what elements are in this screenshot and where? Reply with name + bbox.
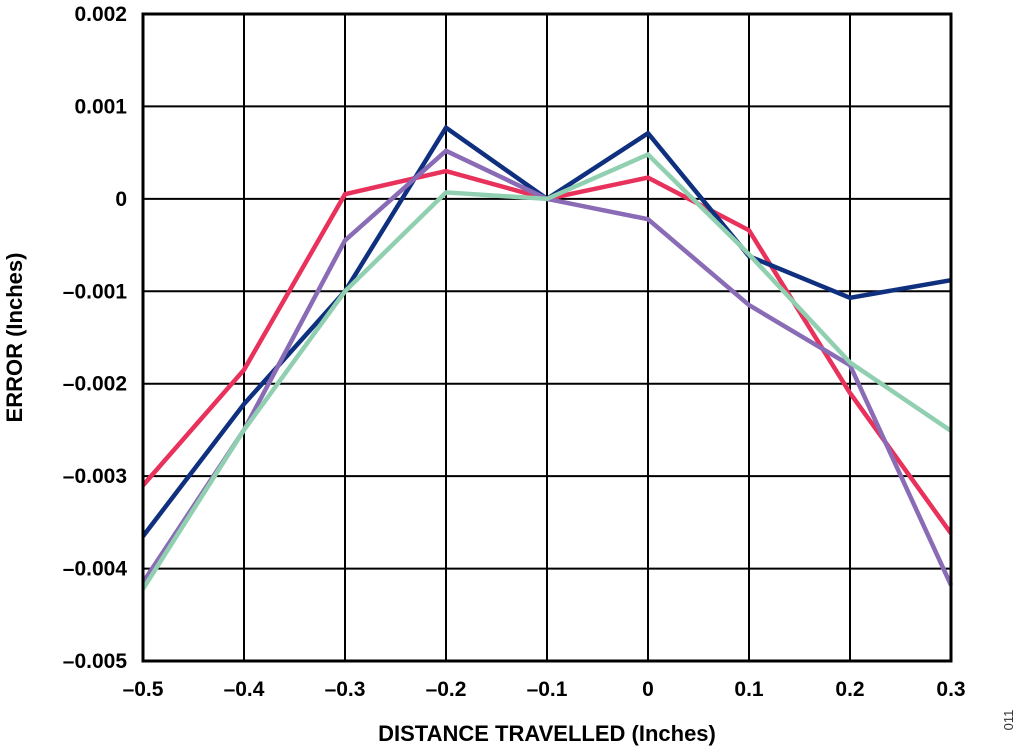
series-lines bbox=[141, 124, 954, 591]
y-tick-label: 0.002 bbox=[74, 3, 127, 26]
y-tick-label: –0.004 bbox=[63, 558, 128, 581]
y-tick-label: –0.002 bbox=[63, 373, 127, 396]
y-axis-tick-labels: 0.002 0.001 0 –0.001 –0.002 –0.003 –0.004 –0.00… bbox=[63, 3, 128, 673]
x-axis-tick-labels: –0.5 –0.4 –0.3 –0.2 –0.1 0 0.1 0.2 0.3 bbox=[123, 678, 966, 701]
x-tick-label: 0.3 bbox=[936, 678, 965, 701]
y-tick-label: –0.001 bbox=[63, 280, 128, 303]
x-tick-label: –0.4 bbox=[224, 678, 265, 701]
x-tick-label: 0.2 bbox=[835, 678, 864, 701]
y-tick-label: 0 bbox=[115, 188, 127, 211]
plot-area-border bbox=[141, 12, 953, 663]
figure-id-label: 011 bbox=[1001, 710, 1016, 731]
x-tick-label: –0.2 bbox=[426, 678, 467, 701]
x-tick-label: –0.5 bbox=[123, 678, 164, 701]
series-line-4 bbox=[141, 151, 953, 591]
x-tick-label: 0.1 bbox=[734, 678, 764, 701]
y-axis-title: ERROR (Inches) bbox=[2, 253, 27, 423]
x-tick-label: –0.1 bbox=[527, 678, 568, 701]
x-axis-title: DISTANCE TRAVELLED (Inches) bbox=[378, 721, 716, 746]
y-tick-label: 0.001 bbox=[74, 95, 127, 118]
x-tick-label: 0 bbox=[642, 678, 654, 701]
y-tick-label: –0.005 bbox=[63, 650, 128, 673]
y-tick-label: –0.003 bbox=[63, 465, 127, 488]
x-tick-label: –0.3 bbox=[325, 678, 366, 701]
